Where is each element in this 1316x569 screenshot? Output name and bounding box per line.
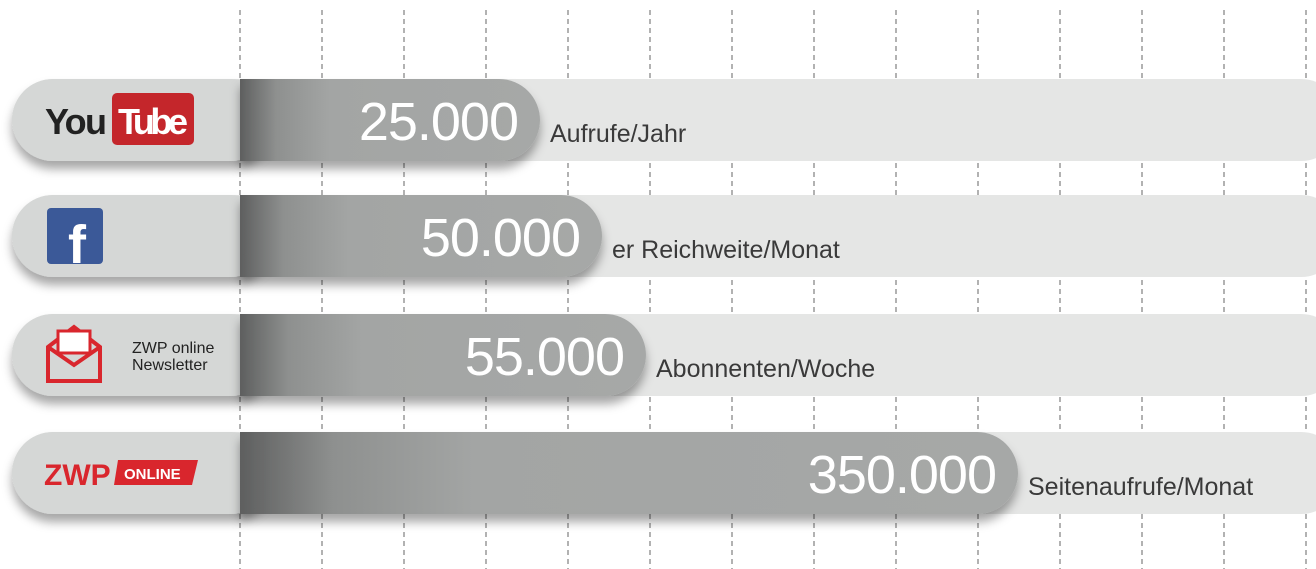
row: f 50.000 er Reichweite/Monat bbox=[12, 195, 1316, 277]
label: Abonnenten/Woche bbox=[656, 355, 875, 383]
value: 55.000 bbox=[465, 327, 624, 387]
logo-text: Tube bbox=[118, 101, 188, 142]
logo-text: Newsletter bbox=[132, 357, 208, 374]
logo-box bbox=[47, 208, 103, 264]
bar bbox=[240, 195, 602, 277]
label: er Reichweite/Monat bbox=[612, 236, 840, 264]
logo-text: You bbox=[45, 101, 107, 142]
value: 25.000 bbox=[359, 92, 518, 152]
logo-box bbox=[112, 93, 194, 145]
bar bbox=[240, 314, 646, 396]
logo-text: f bbox=[68, 215, 87, 275]
bar bbox=[240, 79, 540, 161]
logo-text: ONLINE bbox=[124, 466, 181, 483]
label: Aufrufe/Jahr bbox=[550, 120, 686, 148]
logo-text: ZWP bbox=[44, 459, 111, 492]
value: 350.000 bbox=[808, 445, 996, 505]
label: Seitenaufrufe/Monat bbox=[1028, 473, 1253, 501]
row: ZWP ONLINE 350.000 Seitenaufrufe/Monat bbox=[12, 432, 1316, 514]
bar bbox=[240, 432, 1018, 514]
icon bbox=[56, 329, 92, 355]
rows: You Tube 25.000 Aufrufe/Jahr f 50.000 er Reich… bbox=[12, 79, 1316, 514]
logo-text: ZWP online bbox=[132, 340, 215, 357]
row: You Tube 25.000 Aufrufe/Jahr bbox=[12, 79, 1316, 161]
value: 50.000 bbox=[421, 208, 580, 268]
logo-box bbox=[114, 460, 198, 485]
